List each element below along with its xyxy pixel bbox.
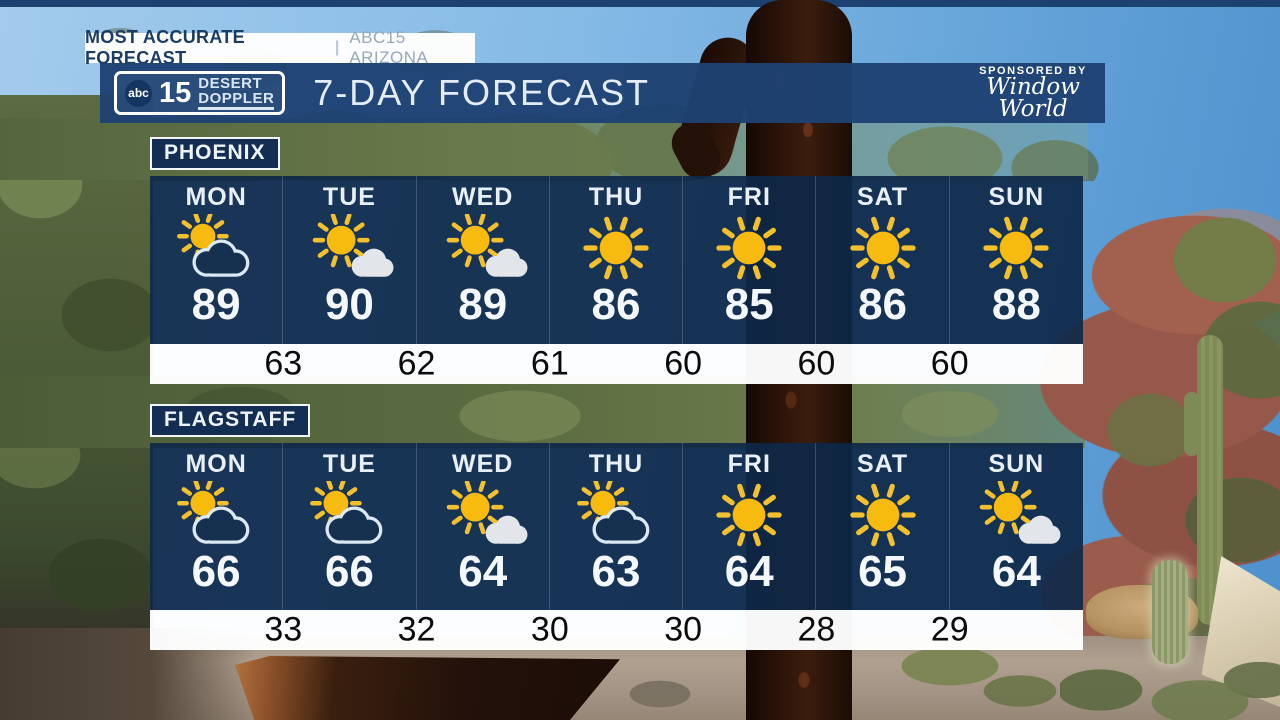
sun-cloud-filled-icon (437, 214, 529, 282)
sponsor-block: SPONSORED BY Window World (979, 65, 1087, 121)
high-temp: 63 (591, 547, 641, 596)
lows-strip-flagstaff: 33 32 30 30 28 29 (150, 610, 1083, 650)
day-label: FRI (727, 183, 771, 211)
high-temp: 88 (991, 280, 1041, 329)
high-temp: 89 (458, 280, 508, 329)
day-label: SAT (856, 450, 909, 478)
forecast-day-cell: TUE 90 (283, 176, 417, 344)
sponsor-name-line2: World (998, 96, 1068, 122)
day-label: TUE (322, 450, 376, 478)
high-temp: 65 (858, 547, 908, 596)
sun-cloud-filled-icon (437, 481, 529, 549)
low-temp: 28 (797, 610, 836, 649)
banner-divider: | (334, 39, 340, 56)
day-label: SAT (856, 183, 909, 211)
banner-station: ABC15 ARIZONA (349, 28, 429, 67)
day-label: WED (452, 183, 514, 211)
high-temp: 90 (324, 280, 374, 329)
forecast-day-cell: SAT 86 (816, 176, 950, 344)
low-temp: 61 (530, 344, 569, 383)
sun-icon (837, 214, 929, 282)
forecast-day-cell: MON 89 (150, 176, 284, 344)
channel-number: 15 (159, 76, 192, 109)
high-temp: 86 (858, 280, 908, 329)
desert-doppler-wordmark: DESERT DOPPLER (198, 74, 275, 111)
high-temp: 64 (991, 547, 1041, 596)
low-temp: 63 (264, 344, 303, 383)
day-label: TUE (322, 183, 376, 211)
page-title: 7-DAY FORECAST (313, 72, 651, 113)
low-temp: 33 (264, 610, 303, 649)
day-label: SUN (988, 450, 1045, 478)
low-temp: 60 (664, 344, 703, 383)
high-temp: 64 (458, 547, 508, 596)
sponsored-by-label: SPONSORED BY (979, 65, 1087, 78)
city-label-phoenix: PHOENIX (150, 137, 280, 170)
wordmark-line2: DOPPLER (198, 91, 275, 111)
day-label: THU (588, 450, 644, 478)
saguaro-arm (1184, 392, 1199, 456)
forecast-day-cell: MON 66 (150, 443, 284, 610)
forecast-day-cell: THU 63 (550, 443, 684, 610)
high-temp: 86 (591, 280, 641, 329)
forecast-day-cell: FRI 85 (683, 176, 817, 344)
forecast-panel-flagstaff: MON 66 TUE 66 WED 64 THU 63 FRI 64 SAT 6… (150, 443, 1083, 610)
bottom-right-bushes (1060, 640, 1280, 720)
sun-icon (703, 481, 795, 549)
sun-icon (837, 481, 929, 549)
low-temp: 30 (530, 610, 569, 649)
low-temp: 60 (930, 344, 969, 383)
forecast-day-cell: SUN 64 (950, 443, 1083, 610)
sun-cloud-outline-icon (170, 481, 262, 549)
forecast-day-cell: WED 64 (417, 443, 550, 610)
day-label: MON (185, 450, 247, 478)
forecast-day-cell: SUN 88 (950, 176, 1083, 344)
top-edge-strip (0, 0, 1280, 7)
city-label-flagstaff: FLAGSTAFF (150, 404, 311, 437)
high-temp: 66 (191, 547, 241, 596)
sun-cloud-outline-icon (303, 481, 395, 549)
day-label: THU (588, 183, 644, 211)
sun-icon (703, 214, 795, 282)
sun-icon (970, 214, 1062, 282)
day-label: FRI (727, 450, 771, 478)
low-temp: 30 (664, 610, 703, 649)
forecast-panel-phoenix: MON 89 TUE 90 WED 89 THU 86 FRI 85 SAT 8… (150, 176, 1083, 344)
day-label: SUN (988, 183, 1045, 211)
low-temp: 60 (797, 344, 836, 383)
forecast-day-cell: FRI 64 (683, 443, 817, 610)
day-label: WED (452, 450, 514, 478)
top-banner: MOST ACCURATE FORECAST | ABC15 ARIZONA (85, 27, 475, 68)
high-temp: 85 (724, 280, 774, 329)
forecast-day-cell: THU 86 (550, 176, 684, 344)
forecast-day-cell: WED 89 (417, 176, 550, 344)
sun-cloud-outline-icon (570, 481, 662, 549)
abc15-desert-doppler-logo: abc 15 DESERT DOPPLER (114, 70, 286, 116)
low-temp: 29 (930, 610, 969, 649)
wordmark-line1: DESERT (198, 74, 263, 92)
low-temp: 32 (397, 610, 436, 649)
high-temp: 64 (724, 547, 774, 596)
sun-cloud-filled-icon (970, 481, 1062, 549)
high-temp: 66 (324, 547, 374, 596)
sponsor-name-line1: Window (986, 74, 1080, 101)
day-label: MON (185, 183, 247, 211)
sun-cloud-filled-icon (303, 214, 395, 282)
sun-cloud-outline-icon (170, 214, 262, 282)
rusted-metal-trough (235, 656, 620, 720)
lows-strip-phoenix: 63 62 61 60 60 60 (150, 344, 1083, 384)
high-temp: 89 (191, 280, 241, 329)
abc-circle-icon: abc (125, 79, 152, 107)
sun-icon (570, 214, 662, 282)
low-temp: 62 (397, 344, 436, 383)
header-bar: abc 15 DESERT DOPPLER 7-DAY FORECAST SPO… (100, 63, 1105, 123)
forecast-day-cell: TUE 66 (283, 443, 417, 610)
forecast-day-cell: SAT 65 (816, 443, 950, 610)
